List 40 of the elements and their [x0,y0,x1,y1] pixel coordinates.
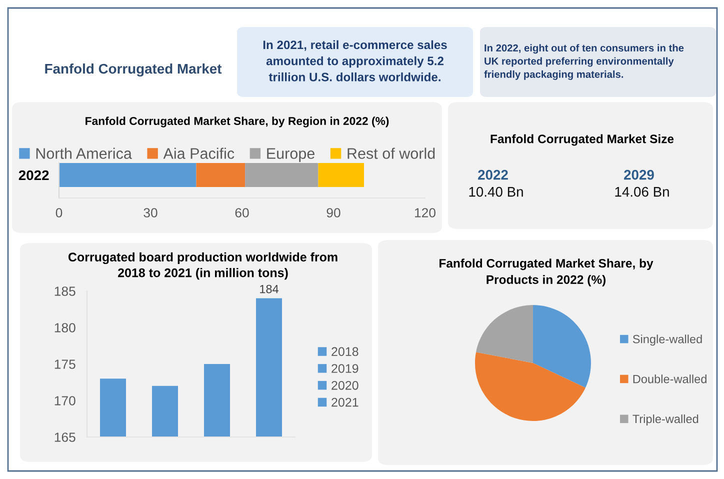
x-tick-label: 0 [56,208,62,218]
legend-label: North America [36,148,132,159]
x-tick-label: 30 [144,208,158,218]
text: 14.06 Bn [615,186,669,197]
y-tick-label: 180 [54,323,76,332]
chart-title: Fanfold Corrugated Market Share, by Products in 2022 (%) [440,258,654,286]
legend-label: Aia Pacific [163,148,234,159]
legend-label: Double-walled [633,374,706,384]
pie-slice [533,305,591,388]
bar [245,163,318,187]
pie-slice [476,305,533,363]
legend-label: Rest of world [348,148,435,159]
text: In 2022, eight out of ten consumers in the UK reported preferring environmentally friendly packaging materials. [484,44,684,80]
legend-label: 2020 [332,380,358,390]
bar [59,163,196,187]
chart-title: Fanfold Corrugated Market Share, by Region in 2022 (%) [86,116,389,128]
text: Fanfold Corrugated Market Size [490,134,674,146]
pie-slice [475,352,586,421]
legend-label: Triple-walled [632,414,698,426]
y-tick-label: 165 [54,432,76,442]
bar [196,163,246,187]
legend-label: 2019 [332,364,358,373]
y-tick-label: 185 [54,286,76,296]
y-tick-label: 170 [54,396,76,406]
x-tick-label: 60 [235,208,249,218]
legend-label: Single-walled [632,334,702,346]
legend-label: Europe [267,148,314,162]
data-label: 184 [260,284,279,294]
category-label: 2029 [624,170,654,180]
text: In 2021, retail e-commerce sales amounted to approximately 5.2 trillion U.S. dollars worldwide. [263,40,447,82]
x-tick-label: 90 [326,208,340,218]
text: Fanfold Corrugated Market [45,63,222,77]
y-tick-label: 175 [54,360,76,369]
x-tick-label: 120 [415,208,436,218]
legend-label: 2018 [332,347,358,356]
chart-title: Corrugated board production worldwide from 2018 to 2021 (in million tons) [68,252,338,280]
category-label: 2022 [18,170,49,180]
text: 10.40 Bn [469,186,523,197]
legend-label: 2021 [332,398,358,407]
bar [318,163,364,187]
